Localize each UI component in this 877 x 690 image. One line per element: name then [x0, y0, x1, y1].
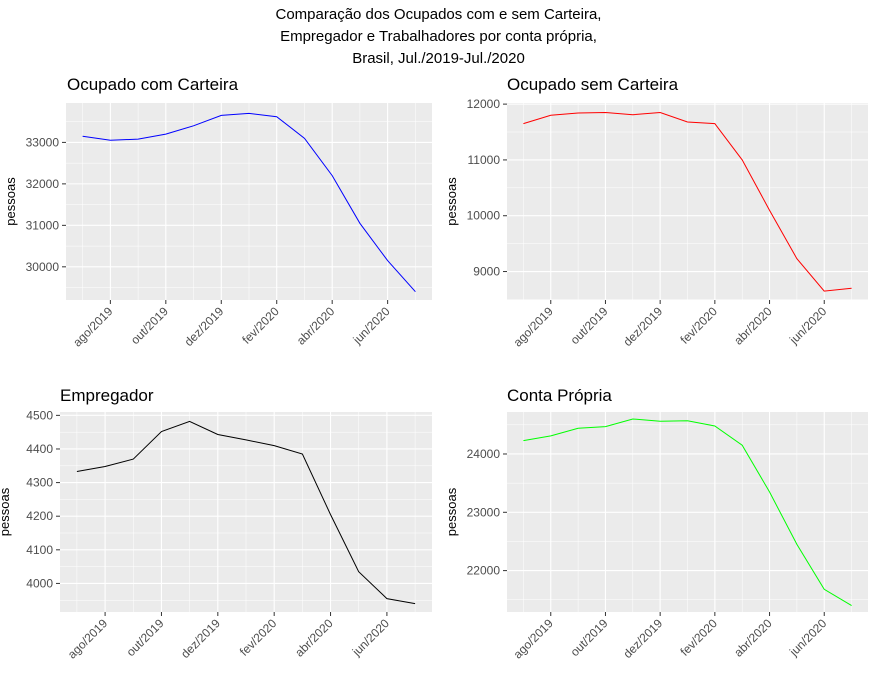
panel-3-x-tick-label: abr/2020 — [292, 616, 336, 660]
panel-1-y-tick-label: 32000 — [26, 177, 60, 191]
panel-4-y-tick-label: 23000 — [467, 505, 501, 519]
panel-3-y-tick-label: 4400 — [26, 442, 53, 456]
panel-4-x-tick-label: out/2019 — [568, 616, 611, 659]
panel-1-y-tick-label: 30000 — [26, 260, 60, 274]
panel-3-x-tick-label: dez/2019 — [178, 616, 223, 661]
panel-4-x-tick-label: ago/2019 — [511, 616, 557, 662]
panel-1-x-tick-label: ago/2019 — [70, 304, 116, 350]
panel-3: 4000 4100 4200 4300 4400 4500 ago/2019 out/2019… — [0, 386, 432, 662]
panel-4-series-line — [523, 418, 852, 607]
panel-2-y-tick-label: 11000 — [468, 153, 501, 167]
panel-1-series-line — [82, 112, 416, 293]
panel-2-y-tick-label: 9000 — [473, 265, 500, 279]
panel-4-x-tick-label: dez/2019 — [620, 616, 665, 661]
panel-2-y-tick-label: 10000 — [467, 209, 501, 223]
panel-1-x-tick-label: out/2019 — [128, 304, 171, 347]
panel-4-x-tick-label: abr/2020 — [731, 616, 775, 660]
figure-title-line-1: Comparação dos Ocupados com e sem Cartei… — [275, 6, 602, 23]
figure-title-line-3: Brasil, Jul./2019-Jul./2020 — [352, 50, 525, 67]
panel-2: 9000 10000 11000 12000 ago/2019 out/2019 dez/2… — [444, 75, 868, 350]
panel-3-y-tick-label: 4000 — [26, 576, 53, 590]
panel-3-x-tick-label: jun/2020 — [349, 616, 392, 659]
panel-2-y-axis-label: pessoas — [444, 177, 459, 226]
panel-2-x-tick-label: abr/2020 — [731, 304, 775, 348]
panel-3-y-tick-label: 4300 — [26, 476, 53, 490]
panel-2-x-tick-label: ago/2019 — [511, 304, 557, 350]
panel-4-x-tick-label: fev/2020 — [678, 616, 721, 659]
panel-1: 30000 31000 32000 33000 ago/2019 out/2019 dez/… — [3, 75, 432, 350]
panel-3-y-tick-label: 4100 — [26, 543, 53, 557]
panel-4-title: Conta Própria — [507, 386, 612, 405]
panel-1-title: Ocupado com Carteira — [67, 75, 239, 94]
panel-3-x-tick-label: fev/2020 — [237, 616, 280, 659]
panel-1-x-tick-label: fev/2020 — [239, 304, 282, 347]
figure-title-line-2: Empregador e Trabalhadores por conta pró… — [280, 28, 597, 45]
panel-4-y-tick-label: 22000 — [467, 564, 501, 578]
panel-4-y-tick-label: 24000 — [467, 447, 501, 461]
panel-3-y-tick-label: 4500 — [26, 408, 53, 422]
panel-2-x-tick-label: jun/2020 — [786, 304, 829, 347]
panel-2-x-tick-label: out/2019 — [568, 304, 611, 347]
figure-title: Comparação dos Ocupados com e sem Cartei… — [0, 4, 877, 70]
panel-3-x-tick-label: ago/2019 — [65, 616, 111, 662]
panel-3-y-tick-label: 4200 — [26, 509, 53, 523]
panel-3-series-line — [76, 420, 416, 605]
panel-2-x-tick-label: dez/2019 — [620, 304, 665, 349]
panel-3-x-tick-label: out/2019 — [124, 616, 167, 659]
panel-3-title: Empregador — [60, 386, 154, 405]
panel-2-series-line — [523, 111, 852, 292]
panel-1-x-tick-label: dez/2019 — [182, 304, 227, 349]
panel-4-y-axis-label: pessoas — [444, 487, 459, 536]
panel-1-x-tick-label: jun/2020 — [350, 304, 393, 347]
panel-3-y-axis-label: pessoas — [0, 487, 12, 536]
panel-1-y-tick-label: 33000 — [26, 135, 60, 149]
panel-1-y-tick-label: 31000 — [26, 218, 60, 232]
panel-2-title: Ocupado sem Carteira — [507, 75, 679, 94]
panel-1-y-axis-label: pessoas — [3, 177, 18, 226]
panel-4: 22000 23000 24000 ago/2019 out/2019 dez/2019 f… — [444, 386, 868, 662]
panel-4-x-tick-label: jun/2020 — [786, 616, 829, 659]
panel-1-x-tick-label: abr/2020 — [294, 304, 338, 348]
panel-2-y-tick-label: 12000 — [467, 97, 501, 111]
panel-2-x-tick-label: fev/2020 — [678, 304, 721, 347]
